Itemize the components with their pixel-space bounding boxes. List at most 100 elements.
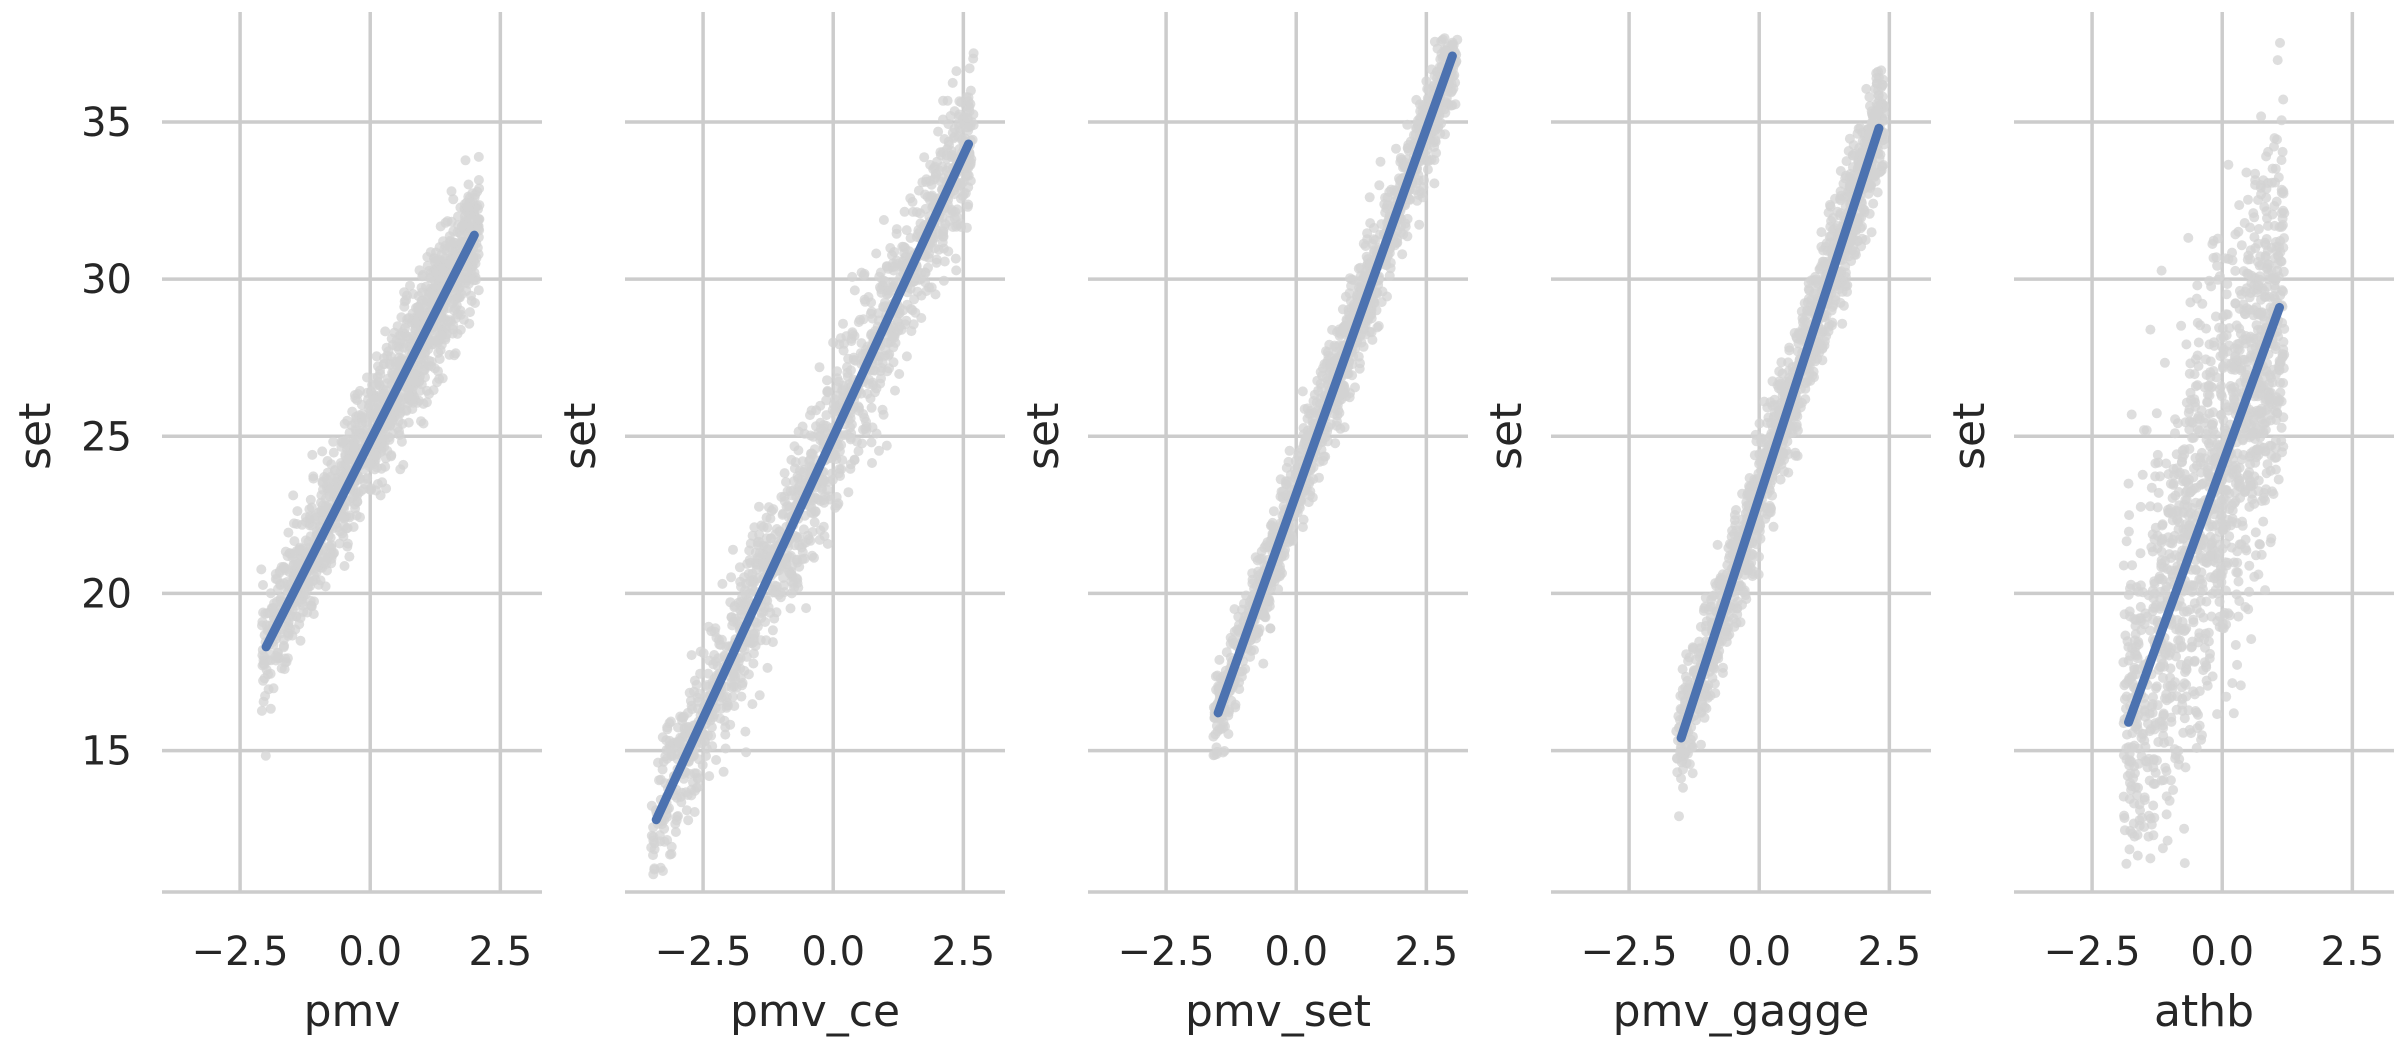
regression-line xyxy=(651,139,974,825)
scatter-point xyxy=(1861,83,1872,94)
scatter-point xyxy=(1297,522,1308,533)
regression-line xyxy=(261,230,479,652)
scatter-point xyxy=(866,437,877,448)
scatter-point xyxy=(822,375,832,386)
scatter-point xyxy=(762,662,773,673)
scatter-point xyxy=(424,336,435,347)
scatter-point xyxy=(837,384,848,395)
scatter-point xyxy=(822,386,833,397)
scatter-point xyxy=(1375,229,1386,240)
scatter-point xyxy=(405,280,415,291)
scatter-point xyxy=(1382,200,1393,211)
scatter-point xyxy=(351,425,362,436)
scatter-point xyxy=(1347,370,1358,381)
scatter-point xyxy=(414,265,425,276)
scatter-point xyxy=(1413,169,1424,180)
scatter-point xyxy=(1421,76,1432,87)
scatter-point xyxy=(837,455,848,466)
scatter-point xyxy=(272,584,283,595)
scatter-point xyxy=(818,420,829,430)
scatter-point xyxy=(336,512,347,523)
scatter-point xyxy=(899,206,910,217)
scatter-point xyxy=(435,315,446,326)
scatter-point xyxy=(891,228,902,239)
scatter-point xyxy=(256,705,267,716)
scatter-point xyxy=(828,399,839,410)
scatter-point xyxy=(1323,422,1334,433)
y-tick-label: 15 xyxy=(81,729,132,775)
scatter-point xyxy=(466,213,477,224)
scatter-point xyxy=(648,869,659,880)
scatter-point xyxy=(371,351,382,362)
scatter-point xyxy=(912,286,923,297)
scatter-point xyxy=(811,421,821,432)
scatter-point xyxy=(256,564,267,575)
scatter-point xyxy=(847,271,858,282)
scatter-point xyxy=(1712,539,1723,550)
scatter-point xyxy=(322,456,333,466)
scatter-point xyxy=(307,449,318,460)
scatter-point xyxy=(1360,241,1371,251)
scatter-point xyxy=(364,400,375,411)
y-axis-label: set xyxy=(10,403,61,470)
scatter-point xyxy=(1283,456,1294,467)
scatter-point xyxy=(950,253,961,264)
scatter-point xyxy=(707,741,718,752)
scatter-point xyxy=(1414,219,1425,230)
scatter-point xyxy=(380,326,391,337)
scatter-point xyxy=(943,136,954,147)
scatter-point xyxy=(911,207,922,218)
scatter-point xyxy=(1303,497,1314,508)
x-tick-label: 0.0 xyxy=(1264,929,1328,975)
scatter-point xyxy=(417,295,428,306)
scatter-point xyxy=(845,365,856,376)
scatter-point xyxy=(334,538,345,549)
scatter-point xyxy=(328,447,339,458)
scatter-point xyxy=(654,775,664,786)
scatter-point xyxy=(1447,100,1458,111)
x-tick-label: −2.5 xyxy=(1118,929,1215,975)
y-tick-label: 20 xyxy=(81,571,132,617)
scatter-point xyxy=(929,174,940,185)
x-axis-label: pmv_set xyxy=(1185,986,1371,1037)
scatter-point xyxy=(789,441,800,452)
scatter-point xyxy=(951,265,962,276)
scatter-point xyxy=(414,305,424,315)
scatter-point xyxy=(964,63,975,74)
scatter-point xyxy=(892,258,903,269)
scatter-point xyxy=(752,621,763,632)
scatter-point xyxy=(648,822,659,833)
scatter-point xyxy=(466,296,477,306)
scatter-point xyxy=(890,385,900,396)
scatter-point xyxy=(896,324,907,335)
x-axis-label: pmv_ce xyxy=(730,986,900,1037)
scatter-point xyxy=(357,409,368,420)
scatter-point xyxy=(949,106,960,117)
scatter-point xyxy=(1214,654,1225,665)
scatter-point xyxy=(754,536,764,547)
scatter-point xyxy=(313,556,324,567)
scatter-point xyxy=(1284,445,1295,456)
scatter-point xyxy=(328,436,339,447)
scatter-point xyxy=(1210,729,1221,740)
scatter-point xyxy=(1373,321,1384,331)
scatter-point xyxy=(1411,178,1422,189)
scatter-point xyxy=(833,468,844,479)
scatter-point xyxy=(423,360,434,371)
scatter-point xyxy=(822,538,833,549)
scatter-point xyxy=(933,244,944,255)
scatter-point xyxy=(765,513,776,524)
scatter-point xyxy=(259,659,270,670)
scatter-point xyxy=(374,379,385,390)
scatter-point xyxy=(861,416,871,427)
scatter-point xyxy=(878,409,889,420)
scatter-point xyxy=(326,539,337,550)
scatter-point xyxy=(754,501,764,512)
scatter-point xyxy=(818,521,829,532)
scatter-point xyxy=(821,410,832,421)
scatter-point xyxy=(342,538,353,549)
scatter-point xyxy=(789,583,799,593)
scatter-point xyxy=(1268,506,1279,517)
scatter-point xyxy=(666,849,677,859)
